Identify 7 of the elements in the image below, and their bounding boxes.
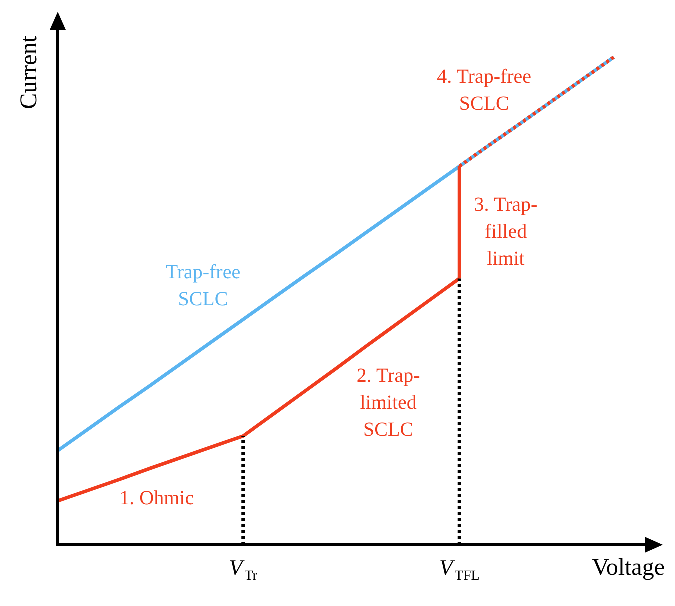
series-label: Trap-free SCLC: [166, 261, 241, 310]
annotation: 1. Ohmic: [120, 487, 194, 510]
annotation: 4. Trap-free SCLC: [437, 66, 532, 116]
y-axis-title: Current: [16, 36, 42, 110]
annotation: 3. Trap-filled limit: [474, 194, 538, 270]
x-axis-title: Voltage: [592, 555, 665, 581]
annotation: 2. Trap-limited SCLC: [356, 364, 420, 441]
